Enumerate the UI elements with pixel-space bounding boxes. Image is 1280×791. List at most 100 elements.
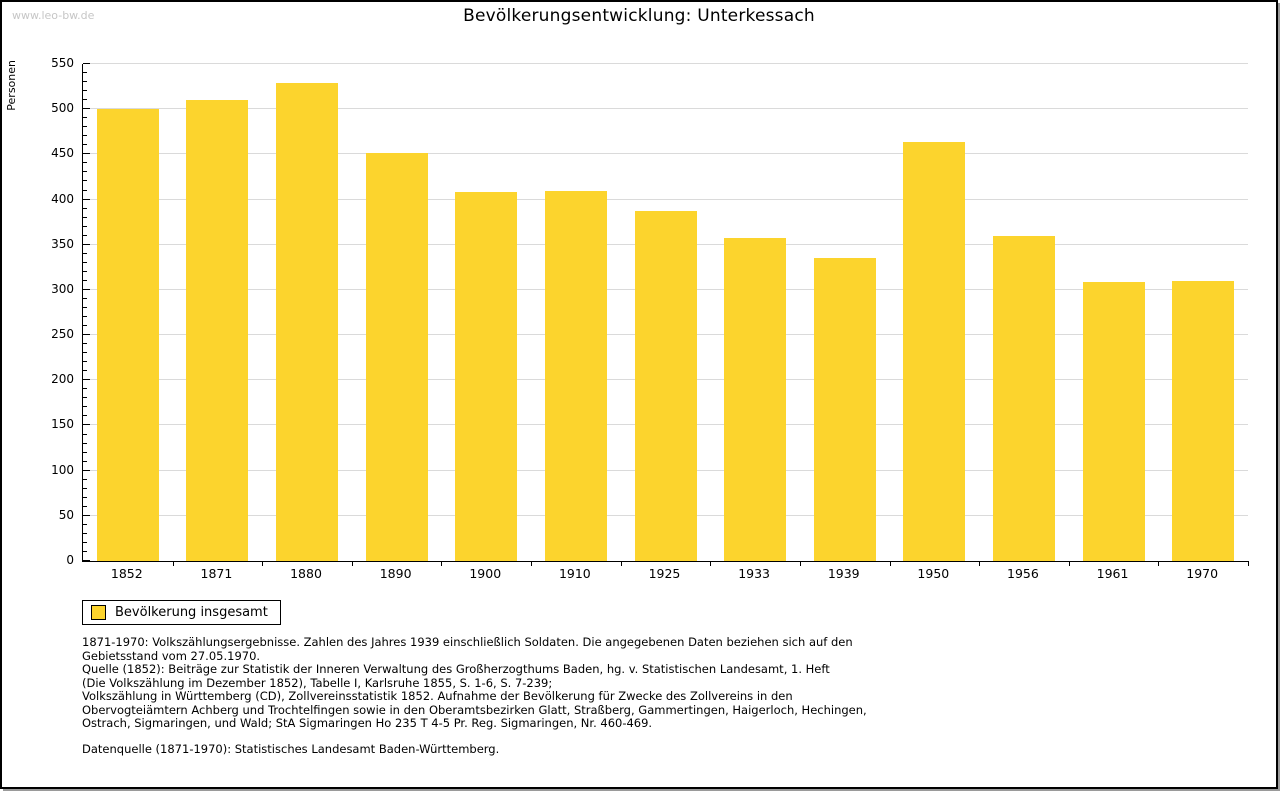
y-tick bbox=[83, 514, 90, 516]
bar-1910 bbox=[544, 190, 607, 561]
y-tick bbox=[83, 334, 90, 336]
y-tick bbox=[83, 270, 87, 272]
x-tick bbox=[710, 561, 712, 566]
y-tick bbox=[83, 279, 87, 281]
y-tick-label-200: 200 bbox=[51, 372, 74, 387]
y-tick bbox=[83, 451, 87, 453]
y-tick-label-50: 50 bbox=[58, 507, 74, 522]
y-tick bbox=[83, 261, 87, 263]
y-tick bbox=[83, 397, 87, 399]
y-tick bbox=[83, 523, 87, 525]
page-title: Bevölkerungsentwicklung: Unterkessach bbox=[463, 6, 815, 26]
legend-swatch-icon bbox=[91, 605, 106, 620]
y-tick bbox=[83, 225, 87, 227]
footnote-line: Obervogteiämtern Achberg und Trochtelfin… bbox=[82, 702, 867, 717]
gridline-400 bbox=[83, 198, 1248, 200]
gridline-500 bbox=[83, 108, 1248, 110]
bar-1925 bbox=[634, 211, 697, 561]
bar-1880 bbox=[276, 82, 339, 561]
y-tick bbox=[83, 478, 87, 480]
y-tick bbox=[83, 325, 87, 327]
y-tick-label-350: 350 bbox=[51, 236, 74, 251]
x-tick-label-1852: 1852 bbox=[110, 566, 143, 581]
y-tick bbox=[83, 99, 87, 101]
y-tick bbox=[83, 541, 87, 543]
y-tick bbox=[83, 460, 87, 462]
y-tick bbox=[83, 306, 87, 308]
y-tick bbox=[83, 135, 87, 137]
x-tick bbox=[889, 561, 891, 566]
footnote-line: Ostrach, Sigmaringen, und Wald; StA Sigm… bbox=[82, 716, 653, 730]
y-tick bbox=[83, 108, 90, 110]
y-tick-label-150: 150 bbox=[51, 417, 74, 432]
y-tick bbox=[83, 388, 87, 390]
y-tick bbox=[83, 90, 87, 92]
y-tick bbox=[83, 144, 87, 146]
x-tick bbox=[262, 561, 264, 566]
y-tick bbox=[83, 487, 87, 489]
footnotes: 1871-1970: Volkszählungsergebnisse. Zahl… bbox=[82, 635, 1242, 756]
x-tick-label-1890: 1890 bbox=[379, 566, 412, 581]
x-tick-label-1939: 1939 bbox=[827, 566, 860, 581]
x-tick-label-1880: 1880 bbox=[290, 566, 322, 581]
y-tick bbox=[83, 361, 87, 363]
x-tick bbox=[799, 561, 801, 566]
x-tick bbox=[351, 561, 353, 566]
bar-1933 bbox=[724, 238, 787, 561]
y-tick bbox=[83, 505, 87, 507]
footnote-line: Volkszählung in Württemberg (CD), Zollve… bbox=[82, 689, 793, 703]
legend-label: Bevölkerung insgesamt bbox=[115, 605, 268, 620]
x-tick-label-1950: 1950 bbox=[917, 566, 950, 581]
y-tick bbox=[83, 252, 87, 254]
y-tick-label-100: 100 bbox=[51, 462, 74, 477]
x-tick-label-1956: 1956 bbox=[1007, 566, 1039, 581]
gridline-550 bbox=[83, 63, 1248, 64]
footnote-line: 1871-1970: Volkszählungsergebnisse. Zahl… bbox=[82, 635, 853, 649]
y-tick bbox=[83, 433, 87, 435]
y-tick-label-400: 400 bbox=[51, 191, 74, 206]
watermark: www.leo-bw.de bbox=[12, 9, 95, 22]
x-tick-label-1970: 1970 bbox=[1186, 566, 1219, 581]
y-tick bbox=[83, 153, 90, 155]
y-tick bbox=[83, 442, 87, 444]
y-tick bbox=[83, 469, 90, 471]
y-tick bbox=[83, 63, 90, 64]
x-tick bbox=[979, 561, 981, 566]
y-tick-label-450: 450 bbox=[51, 146, 74, 161]
y-tick bbox=[83, 406, 87, 408]
y-tick bbox=[83, 496, 87, 498]
y-tick bbox=[83, 234, 87, 236]
bar-1890 bbox=[365, 152, 428, 561]
y-tick bbox=[83, 81, 87, 83]
y-tick bbox=[83, 370, 87, 372]
y-tick bbox=[83, 198, 90, 200]
bar-1939 bbox=[813, 258, 876, 561]
y-tick bbox=[83, 343, 87, 345]
y-tick bbox=[83, 216, 87, 218]
y-tick bbox=[83, 316, 87, 318]
legend: Bevölkerung insgesamt bbox=[82, 600, 281, 625]
x-tick-label-1910: 1910 bbox=[558, 566, 591, 581]
bar-1970 bbox=[1172, 280, 1235, 561]
x-tick bbox=[531, 561, 533, 566]
y-tick bbox=[83, 415, 87, 417]
y-axis-tick-labels: 0 50 100 150 200 250 300 350 400 450 500 550 bbox=[2, 56, 74, 567]
footnote-line: (Die Volkszählung im Dezember 1852), Tab… bbox=[82, 675, 553, 690]
x-tick-label-1900: 1900 bbox=[469, 566, 502, 581]
y-tick-label-250: 250 bbox=[51, 327, 74, 342]
x-tick-label-1925: 1925 bbox=[648, 566, 681, 581]
y-tick bbox=[83, 162, 87, 164]
y-tick bbox=[83, 207, 87, 209]
x-tick-label-1871: 1871 bbox=[200, 566, 233, 581]
x-tick bbox=[1158, 561, 1160, 566]
bar-1956 bbox=[992, 235, 1055, 561]
y-tick bbox=[83, 189, 87, 191]
y-tick bbox=[83, 171, 87, 173]
y-tick-label-0: 0 bbox=[66, 553, 74, 567]
y-tick-label-300: 300 bbox=[51, 281, 74, 296]
y-tick bbox=[83, 126, 87, 128]
y-tick bbox=[83, 72, 87, 74]
y-tick-label-500: 500 bbox=[51, 101, 74, 116]
plot-area bbox=[82, 63, 1249, 566]
x-tick bbox=[1248, 561, 1249, 566]
